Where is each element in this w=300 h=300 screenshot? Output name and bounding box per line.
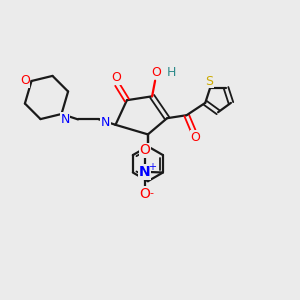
- Text: O: O: [191, 131, 200, 144]
- Text: N: N: [60, 113, 70, 126]
- Text: O: O: [151, 66, 160, 79]
- Text: O: O: [140, 187, 150, 200]
- Text: N: N: [101, 116, 110, 129]
- Text: -: -: [150, 188, 154, 199]
- Text: O: O: [20, 74, 30, 87]
- Text: S: S: [205, 75, 213, 88]
- Text: H: H: [167, 66, 176, 79]
- Text: O: O: [111, 71, 121, 85]
- Text: +: +: [148, 161, 156, 172]
- Text: N: N: [139, 165, 151, 179]
- Text: O: O: [140, 143, 150, 157]
